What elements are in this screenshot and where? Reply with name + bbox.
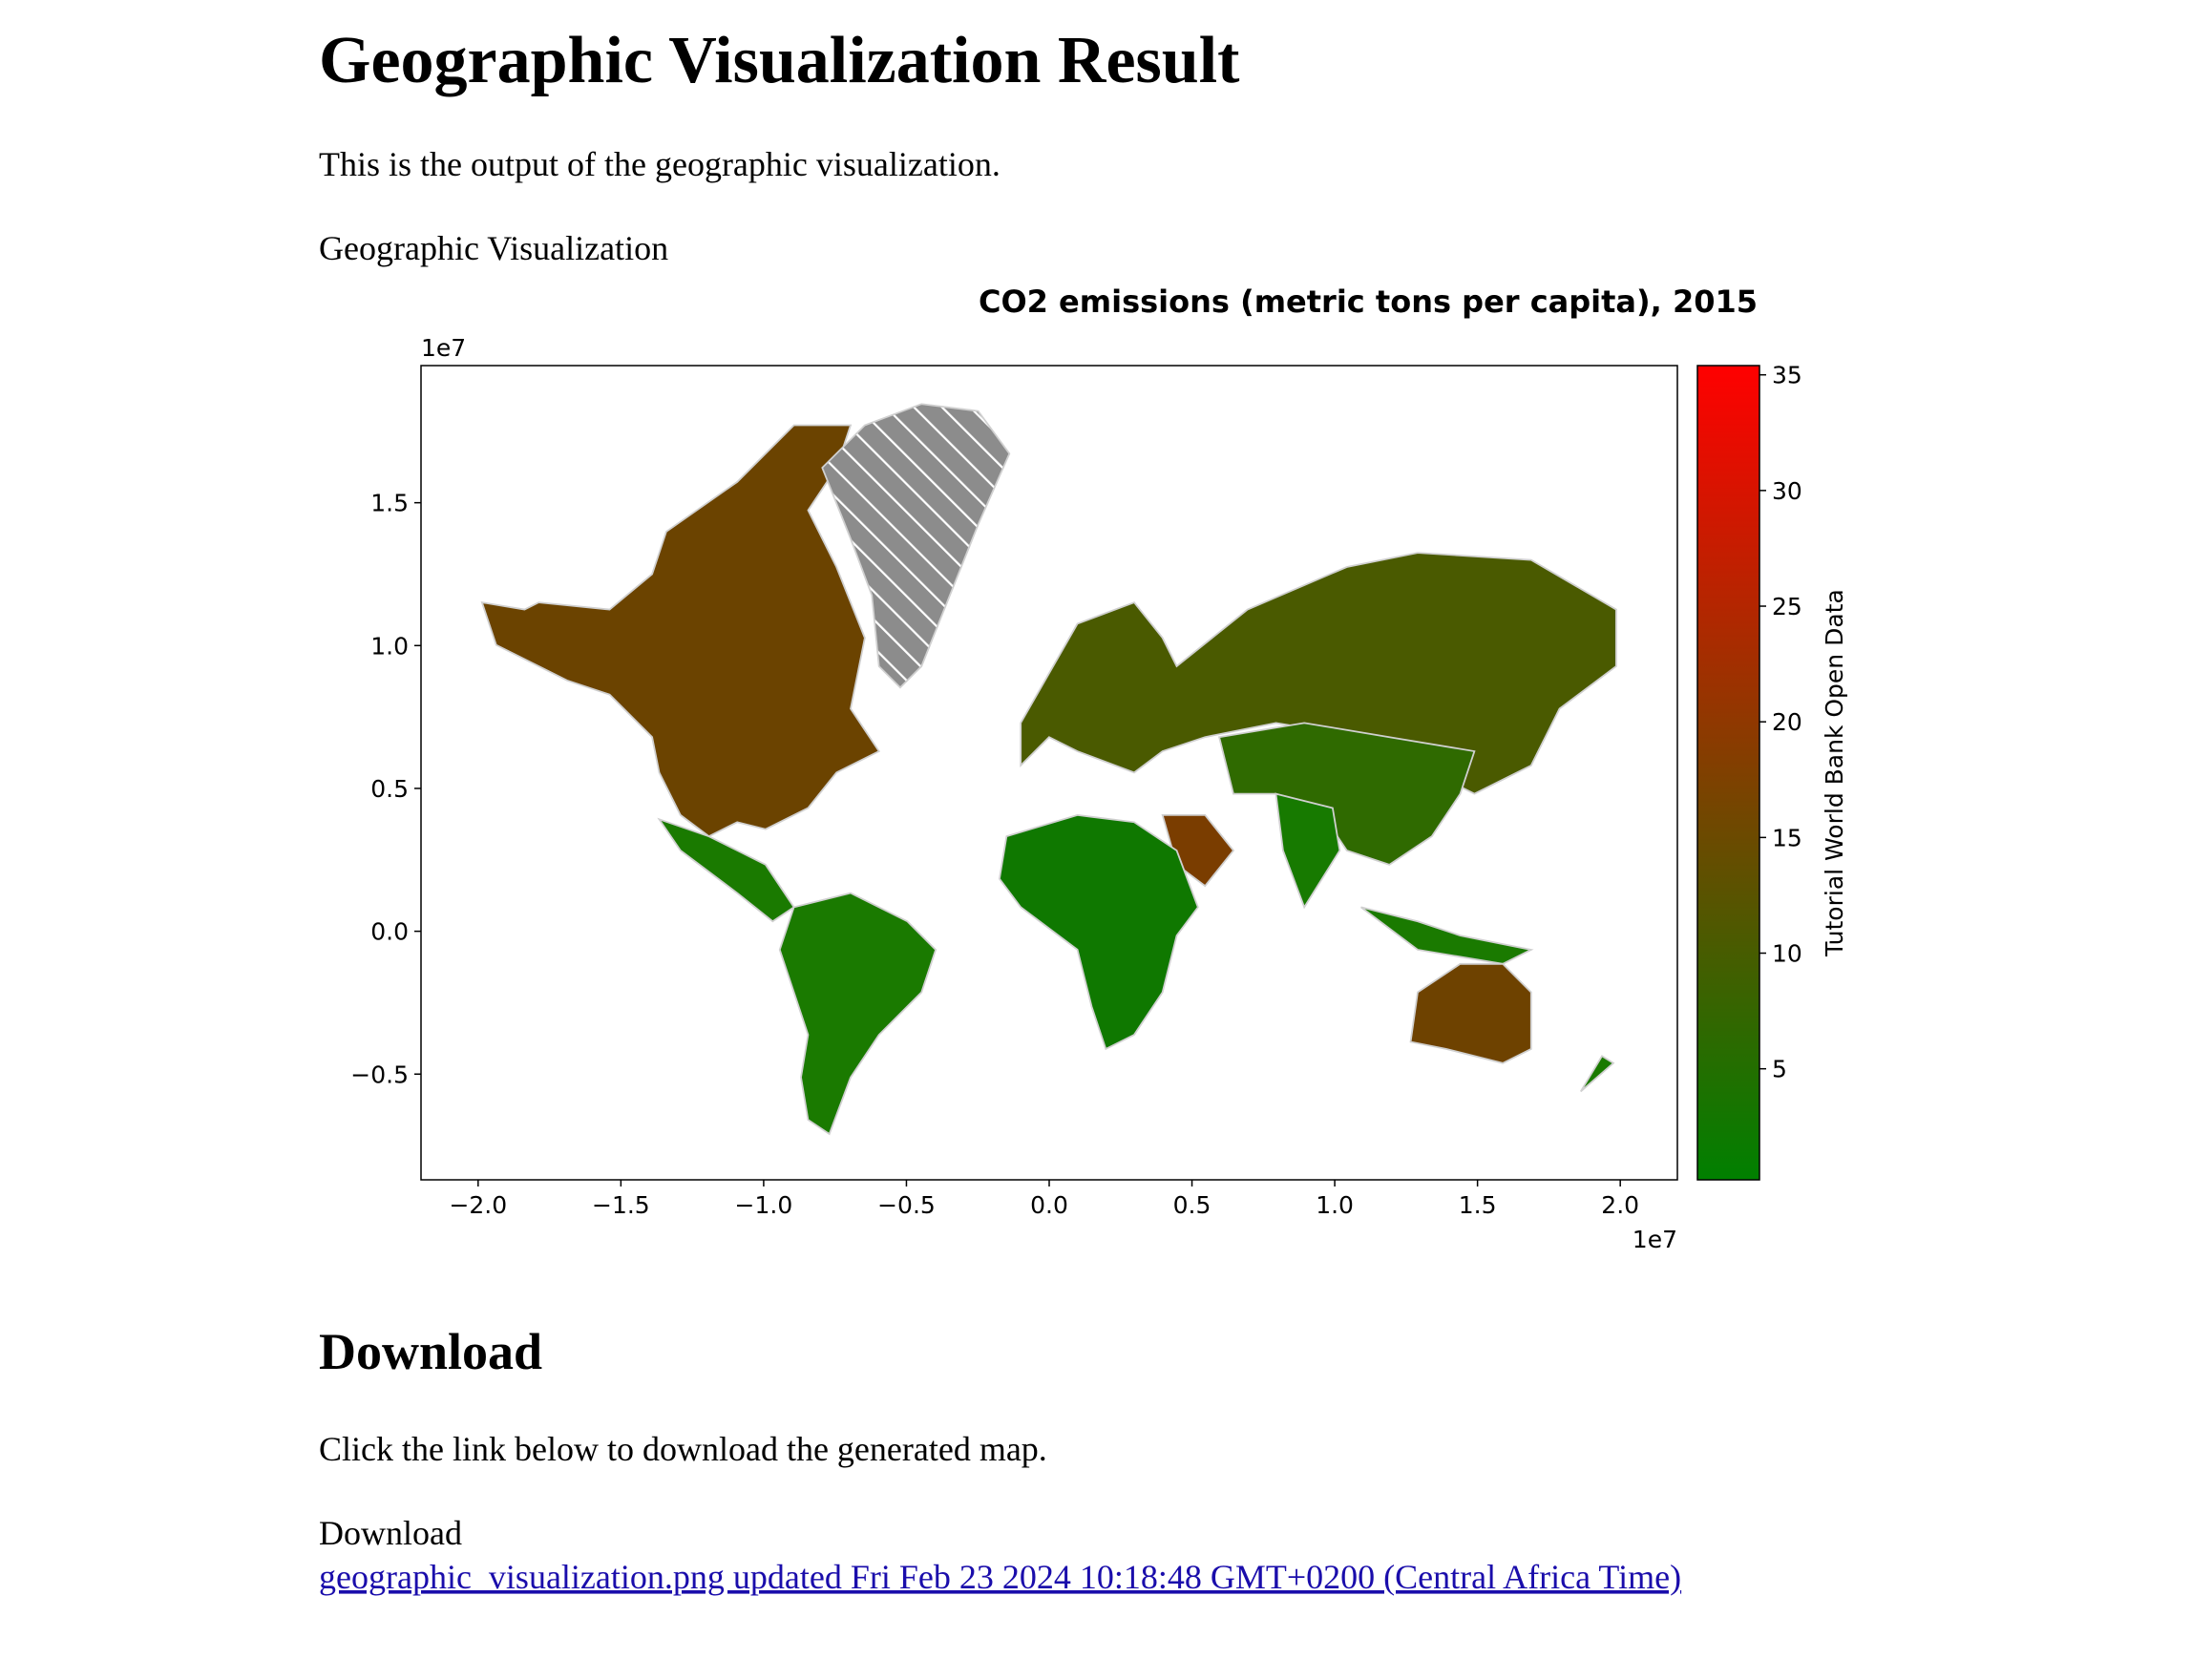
southeast-asia — [1360, 906, 1534, 965]
central-america — [657, 817, 795, 923]
x-tick-label: 0.5 — [1173, 1191, 1211, 1219]
x-tick-label: −2.0 — [449, 1191, 507, 1219]
y-tick-label: −0.5 — [350, 1060, 409, 1088]
download-heading: Download — [319, 1323, 542, 1380]
south-asia — [1275, 792, 1341, 910]
y-tick-label: 1.5 — [370, 490, 409, 517]
east-asia — [1218, 722, 1476, 866]
greenland — [821, 403, 1011, 689]
europe-russia — [1020, 552, 1617, 795]
x-tick-label: 1.5 — [1459, 1191, 1497, 1219]
south-america — [778, 892, 937, 1136]
y-tick-label: 0.5 — [370, 775, 409, 803]
y-multiplier: 1e7 — [421, 334, 466, 362]
colorbar-tick-label: 25 — [1772, 593, 1802, 620]
colorbar-tick-label: 20 — [1772, 708, 1802, 736]
x-tick-label: −1.5 — [592, 1191, 650, 1219]
download-link[interactable]: geographic_visualization.png updated Fri… — [319, 1558, 1681, 1596]
x-tick-label: −0.5 — [877, 1191, 936, 1219]
y-tick-label: 1.0 — [370, 632, 409, 660]
x-tick-label: −1.0 — [735, 1191, 793, 1219]
x-tick-label: 0.0 — [1030, 1191, 1068, 1219]
x-tick-label: 1.0 — [1316, 1191, 1354, 1219]
australia — [1409, 962, 1532, 1064]
download-label: Download — [319, 1514, 462, 1552]
chart-title: CO2 emissions (metric tons per capita), … — [979, 284, 1758, 320]
colorbar-tick-label: 5 — [1772, 1056, 1787, 1083]
colorbar-label: Tutorial World Bank Open Data — [1821, 589, 1848, 957]
north-america — [480, 424, 881, 838]
colorbar-tick-label: 15 — [1772, 824, 1802, 851]
download-text: Click the link below to download the gen… — [319, 1430, 1047, 1468]
africa — [998, 813, 1199, 1051]
intro-text: This is the output of the geographic vis… — [319, 145, 1001, 183]
colorbar — [1696, 365, 1760, 1181]
colorbar-tick-label: 30 — [1772, 477, 1802, 505]
page-title: Geographic Visualization Result — [319, 24, 1239, 97]
figure-caption: Geographic Visualization — [319, 229, 668, 267]
colorbar-tick-label: 35 — [1772, 362, 1802, 389]
y-tick-label: 0.0 — [370, 918, 409, 946]
map — [480, 403, 1617, 1136]
x-tick-label: 2.0 — [1601, 1191, 1639, 1219]
new-zealand — [1580, 1055, 1615, 1093]
x-multiplier: 1e7 — [1633, 1226, 1677, 1253]
colorbar-tick-label: 10 — [1772, 940, 1802, 968]
